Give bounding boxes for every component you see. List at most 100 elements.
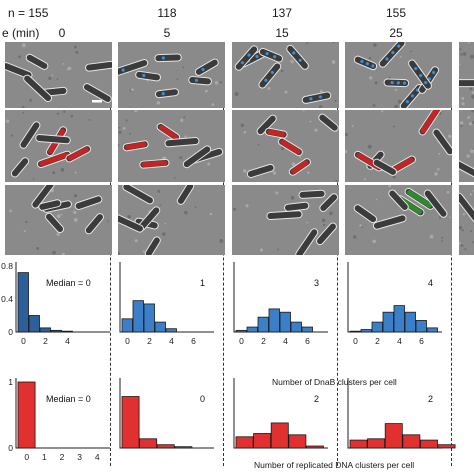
background-speck xyxy=(331,60,336,64)
y-tick-label: 0 xyxy=(8,443,13,453)
bacterial-cell xyxy=(246,163,275,178)
median-annotation: 2 xyxy=(428,394,433,404)
histogram-bar xyxy=(402,434,421,449)
background-speck xyxy=(381,110,384,113)
background-speck xyxy=(88,118,91,121)
histogram-bar xyxy=(253,433,272,449)
median-annotation: 0 xyxy=(200,394,205,404)
histogram-bar xyxy=(367,438,386,449)
background-speck xyxy=(459,225,463,230)
bacterial-cell xyxy=(432,128,452,156)
background-speck xyxy=(63,110,66,113)
cell-body xyxy=(84,213,104,235)
bacterial-cell xyxy=(388,189,409,211)
n-count-col-4: 155 xyxy=(385,6,407,20)
histogram-bar xyxy=(156,444,175,449)
bacterial-cell xyxy=(316,222,337,246)
dnab-axis-label: Number of DnaB clusters per cell xyxy=(272,377,397,387)
background-speck xyxy=(29,98,32,102)
background-speck xyxy=(314,128,318,132)
background-speck xyxy=(243,169,247,173)
background-speck xyxy=(5,119,10,123)
dnab-histogram-t5: 0 2 4 6 1 xyxy=(118,262,220,353)
background-speck xyxy=(18,55,21,59)
dnab-focus xyxy=(273,55,277,59)
background-speck xyxy=(25,220,28,224)
background-speck xyxy=(438,152,441,155)
histogram-bar xyxy=(28,315,40,333)
time-col-1: 0 xyxy=(58,26,66,40)
dna-signal xyxy=(39,152,69,167)
background-speck xyxy=(335,179,338,182)
microscopy-panel xyxy=(5,185,112,255)
microscopy-image xyxy=(118,42,225,108)
background-speck xyxy=(467,116,471,119)
histogram-bar xyxy=(393,305,405,333)
bacterial-cell xyxy=(122,185,154,205)
dna-signal xyxy=(280,139,301,155)
y-tick-label: 0.8 xyxy=(1,261,13,271)
background-speck xyxy=(470,54,474,59)
cell-body xyxy=(19,121,41,149)
background-speck xyxy=(272,171,277,175)
bacterial-cell xyxy=(258,47,284,63)
histogram-bar xyxy=(17,381,36,449)
background-speck xyxy=(257,143,260,146)
bacterial-cell xyxy=(38,199,62,211)
bacterial-cell xyxy=(122,140,149,152)
background-speck xyxy=(267,86,271,90)
background-speck xyxy=(459,48,462,51)
background-speck xyxy=(134,110,138,113)
background-speck xyxy=(334,99,337,103)
histogram-bar xyxy=(139,438,158,449)
background-speck xyxy=(219,238,224,243)
background-speck xyxy=(118,126,121,129)
dnab-focus xyxy=(414,66,418,71)
microscopy-panel xyxy=(345,110,452,182)
background-speck xyxy=(466,154,470,158)
x-tick-label: 4 xyxy=(95,452,100,462)
background-speck xyxy=(372,239,376,244)
background-speck xyxy=(471,91,474,94)
cell-body xyxy=(82,83,112,103)
background-speck xyxy=(164,222,167,225)
time-col-3: 15 xyxy=(275,26,289,40)
x-tick-label: 0 xyxy=(24,452,29,462)
background-speck xyxy=(211,103,215,106)
bacterial-cell xyxy=(288,158,311,176)
background-speck xyxy=(180,118,184,122)
bacterial-cell xyxy=(295,228,319,255)
background-speck xyxy=(61,252,65,255)
bacterial-cell xyxy=(301,91,332,104)
background-speck xyxy=(367,144,372,149)
cell-body xyxy=(298,189,326,199)
bacterial-cell xyxy=(84,213,104,235)
background-speck xyxy=(469,193,472,196)
phase-background xyxy=(459,42,474,108)
dnab-histogram-t0: 0 2 4 0 0.4 0.8 Median = 0 xyxy=(1,261,116,353)
background-speck xyxy=(461,229,464,232)
x-tick-label: 6 xyxy=(305,336,310,346)
median-annotation: 4 xyxy=(428,278,433,288)
y-tick-label: 0 xyxy=(8,327,13,337)
dna-signal xyxy=(67,147,89,161)
background-speck xyxy=(388,76,391,79)
background-speck xyxy=(10,134,13,137)
cell-body xyxy=(372,214,407,230)
background-speck xyxy=(209,212,213,216)
histogram-bar xyxy=(17,272,29,333)
bacterial-cell xyxy=(154,88,179,99)
microscopy-panel xyxy=(232,42,339,108)
time-col-4: 25 xyxy=(389,26,403,40)
cell-body xyxy=(194,58,219,76)
x-tick-label: 2 xyxy=(375,336,380,346)
background-speck xyxy=(240,123,245,128)
background-speck xyxy=(176,78,179,81)
bacterial-cell xyxy=(35,133,71,145)
microscopy-image xyxy=(232,110,339,182)
bacterial-cell xyxy=(353,204,378,224)
background-speck xyxy=(461,102,465,106)
microscopy-image xyxy=(5,42,112,108)
background-speck xyxy=(276,248,279,251)
axis-line xyxy=(15,378,110,449)
